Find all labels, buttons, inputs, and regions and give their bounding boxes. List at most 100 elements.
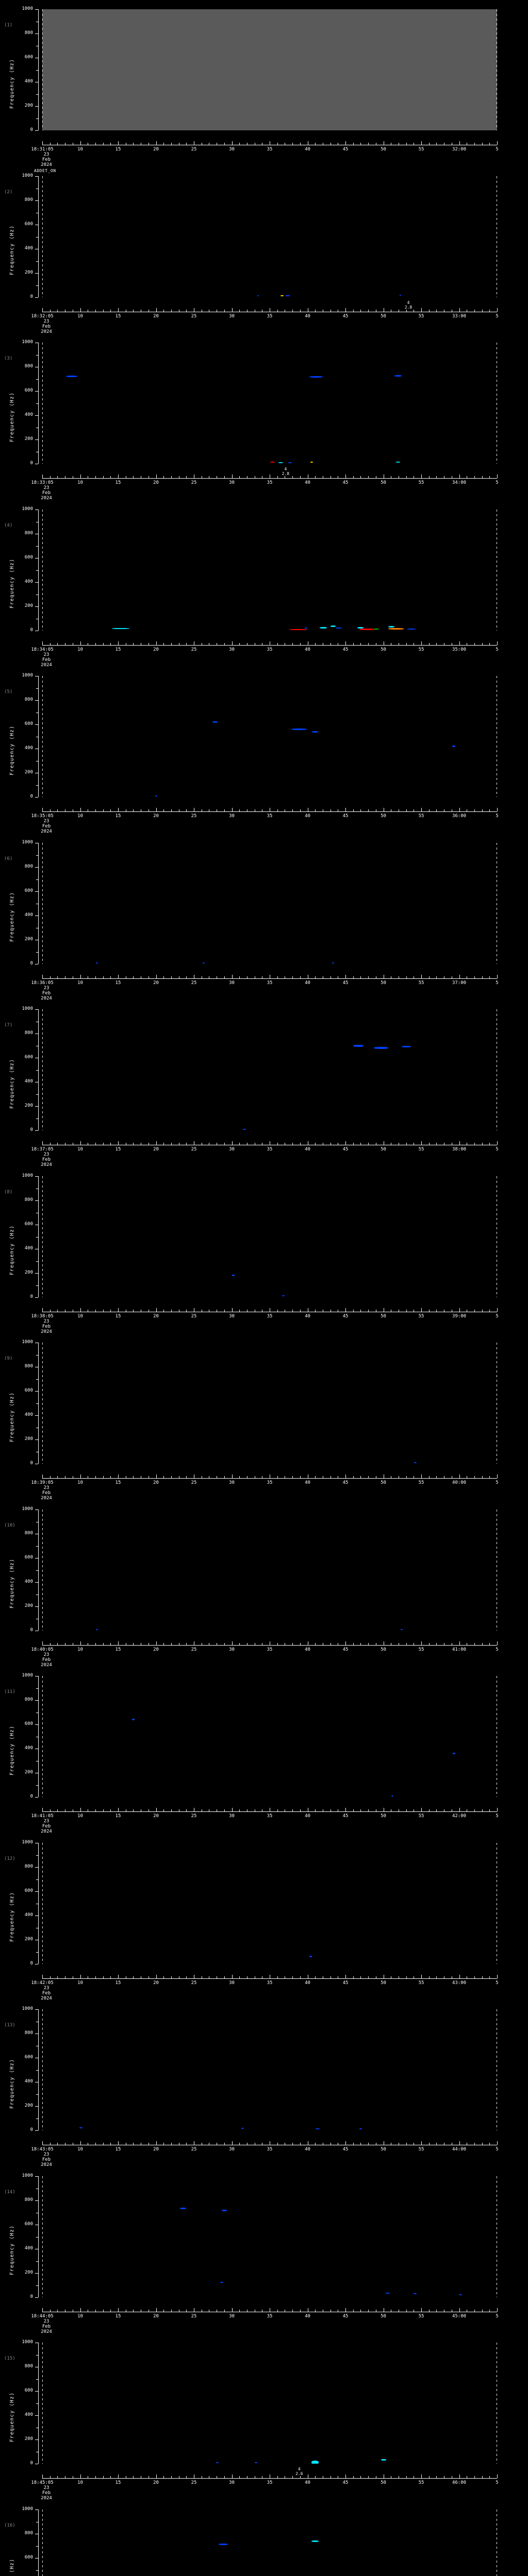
x-tick-label: 40 — [305, 1980, 310, 1986]
x-tick — [232, 1475, 233, 1478]
x-tick-minor — [368, 1976, 369, 1978]
x-tick-label: 15 — [115, 1480, 121, 1485]
date-line-3: 2024 — [41, 2329, 52, 2334]
x-tick — [232, 1308, 233, 1312]
x-tick-minor — [247, 642, 248, 645]
x-tick-minor — [436, 309, 437, 312]
panel-10: 1000 800 600 400 200 0 Frequency (Hz) (10) 18:40… — [0, 1500, 528, 1668]
y-tick-minor — [36, 2403, 38, 2404]
x-tick-label: 40 — [305, 1647, 310, 1652]
x-tick-minor — [239, 143, 240, 145]
y-tick-label: 400 — [24, 1912, 33, 1918]
x-tick-minor — [247, 1309, 248, 1312]
x-tick-minor — [57, 1976, 58, 1978]
x-tick-minor — [148, 1476, 149, 1478]
x-tick-minor — [482, 642, 483, 645]
y-tick-label: 400 — [24, 412, 33, 417]
x-tick-minor — [429, 309, 430, 312]
x-tick-label: 55 — [418, 2480, 424, 2485]
x-tick-minor — [489, 1976, 490, 1978]
date-line-1: 23 — [43, 2318, 50, 2324]
x-axis-line — [42, 1978, 497, 1979]
x-tick-minor — [474, 1809, 475, 1811]
y-tick-label: 400 — [24, 1579, 33, 1584]
x-tick-label: 45 — [342, 1147, 349, 1152]
x-tick-minor — [406, 1309, 407, 1312]
x-tick-label: 45 — [342, 814, 349, 819]
x-tick-minor — [133, 976, 134, 978]
detection-blob — [312, 731, 319, 733]
plot-area — [42, 1343, 497, 1464]
x-tick — [421, 1141, 422, 1145]
x-tick-minor — [148, 1809, 149, 1811]
y-tick-label: 1000 — [22, 6, 33, 11]
y-tick-label: 800 — [24, 2197, 33, 2202]
y-tick — [35, 867, 38, 868]
y-tick — [35, 2391, 38, 2392]
x-tick-label: 45 — [342, 1647, 349, 1652]
y-tick-label: 0 — [30, 1461, 33, 1466]
x-tick-minor — [406, 1642, 407, 1645]
x-tick-minor — [148, 2143, 149, 2145]
detection-blob — [95, 962, 98, 963]
x-tick-label: 18:35:05 — [31, 814, 54, 819]
y-tick-label: 400 — [24, 1412, 33, 1417]
x-tick-minor — [277, 1642, 278, 1645]
x-tick — [459, 808, 460, 811]
y-tick-label: 800 — [24, 2530, 33, 2536]
x-tick-minor — [315, 1809, 316, 1811]
date-line-3: 2024 — [41, 496, 52, 501]
x-tick-minor — [239, 2476, 240, 2478]
x-tick — [421, 1475, 422, 1478]
detection-blob — [359, 2128, 362, 2130]
left-guide-dashed — [42, 1343, 43, 1464]
y-tick-label: 0 — [30, 1127, 33, 1132]
x-tick-label: 50 — [381, 1980, 386, 1986]
x-tick-label: 20 — [153, 2480, 159, 2485]
y-tick-label: 600 — [24, 721, 33, 726]
x-tick-minor — [103, 809, 104, 811]
y-tick — [35, 1415, 38, 1416]
x-tick — [497, 1141, 498, 1145]
annotation-line-2: 2.6 — [295, 2471, 303, 2476]
x-tick-minor — [148, 976, 149, 978]
x-tick-minor — [368, 2309, 369, 2312]
y-tick-label: 1000 — [22, 340, 33, 345]
date-line-2: Feb — [42, 157, 51, 162]
x-tick-minor — [368, 1309, 369, 1312]
plot-area — [42, 9, 497, 130]
x-tick-minor — [353, 1309, 354, 1312]
panel-7: 1000 800 600 400 200 0 Frequency (Hz) (7) 18:37:… — [0, 1000, 528, 1167]
x-tick-minor — [474, 1642, 475, 1645]
x-tick-label: 35 — [267, 814, 273, 819]
x-tick-minor — [103, 1642, 104, 1645]
plot-area — [42, 176, 497, 297]
x-tick-label: 25 — [191, 1147, 197, 1152]
x-tick-minor — [368, 2476, 369, 2478]
x-tick-minor — [474, 2143, 475, 2145]
x-tick-label: 50 — [381, 647, 386, 652]
left-guide-dashed — [42, 1509, 43, 1631]
x-tick-label: 50 — [381, 313, 386, 319]
left-guide-dashed — [42, 1176, 43, 1297]
y-tick — [35, 1106, 38, 1107]
x-tick-minor — [368, 2143, 369, 2145]
left-guide-dashed — [42, 1676, 43, 1797]
y-tick-label: 800 — [24, 1364, 33, 1369]
y-tick-minor — [36, 261, 38, 262]
x-tick-minor — [474, 1143, 475, 1145]
x-tick-label: 20 — [153, 647, 159, 652]
x-tick-minor — [292, 1642, 293, 1645]
x-tick — [80, 974, 81, 978]
x-tick-label: 30 — [229, 1480, 235, 1485]
plot-area — [42, 1009, 497, 1130]
x-tick — [80, 2308, 81, 2312]
x-tick-minor — [57, 1642, 58, 1645]
x-tick-label: 30 — [229, 980, 235, 986]
x-tick-minor — [406, 1976, 407, 1978]
panel-13: 1000 800 600 400 200 0 Frequency (Hz) (13) 18:43… — [0, 2000, 528, 2167]
x-tick-label: 25 — [191, 147, 197, 152]
detection-blob — [270, 462, 275, 463]
x-tick-minor — [406, 309, 407, 312]
x-tick-label: 10 — [77, 2480, 83, 2485]
